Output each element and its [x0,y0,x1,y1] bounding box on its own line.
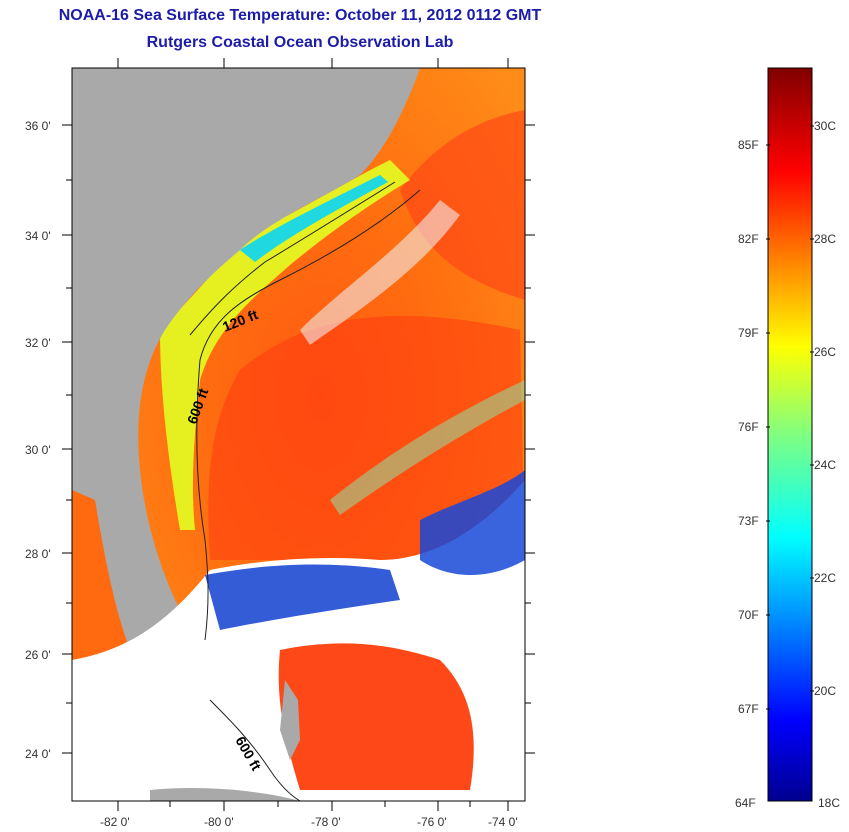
fahrenheit-label: 76F [738,420,759,434]
sst-map: 120 ft 600 ft 600 ft 36 0' 34 0' 32 0' 3… [25,58,535,829]
fahrenheit-label: 73F [738,514,759,528]
temperature-colorbar: 85F 82F 79F 76F 73F 70F 67F 64F 30C 28C … [735,67,840,810]
lon-tick-label: -80 0' [204,815,234,829]
fahrenheit-labels: 85F 82F 79F 76F 73F 70F 67F 64F [735,138,759,810]
colorbar-gradient [767,67,813,802]
cloud-streak [300,200,460,345]
cuba-land [150,788,300,801]
fahrenheit-label: 82F [738,232,759,246]
contour-120ft [189,181,396,336]
lat-tick-label: 28 0' [25,547,51,561]
fahrenheit-label: 70F [738,608,759,622]
fahrenheit-label: 67F [738,702,759,716]
fahrenheit-label: 64F [735,796,756,810]
bahamas-warm-water [278,643,474,790]
celsius-label: 28C [814,232,836,246]
celsius-label: 26C [814,345,836,359]
lat-tick-label: 36 0' [25,119,51,133]
lat-tick-label: 26 0' [25,648,51,662]
celsius-label: 24C [814,458,836,472]
latitude-axis: 36 0' 34 0' 32 0' 30 0' 28 0' 26 0' 24 0… [25,119,51,761]
gulf-water [72,490,130,660]
lat-tick-label: 30 0' [25,443,51,457]
fahrenheit-label: 85F [738,138,759,152]
coastal-shelf-cyan [240,175,388,262]
fahrenheit-label: 79F [738,326,759,340]
gulf-stream-core [208,315,525,560]
celsius-label: 30C [814,119,836,133]
lat-tick-label: 32 0' [25,336,51,350]
cold-water-patch [420,470,525,575]
lat-tick-label: 34 0' [25,229,51,243]
longitude-axis: -82 0' -80 0' -78 0' -76 0' -74 0' [100,815,518,829]
land-mass [72,68,420,692]
celsius-label: 18C [818,796,840,810]
bahamas-land [280,680,300,760]
contour-600ft [196,189,421,641]
lon-tick-label: -76 0' [417,815,447,829]
celsius-label: 22C [814,571,836,585]
northern-warm-band [400,110,525,300]
map-border [71,67,526,802]
lon-tick-label: -78 0' [311,815,341,829]
celsius-label: 20C [814,684,836,698]
cold-water-patch [205,564,400,630]
lat-tick-label: 24 0' [25,747,51,761]
lon-tick-label: -74 0' [488,815,518,829]
map-subtitle: Rutgers Coastal Ocean Observation Lab [146,34,454,51]
celsius-labels: 30C 28C 26C 24C 22C 20C 18C [814,119,840,810]
lon-tick-label: -82 0' [100,815,130,829]
cloud-streak [330,380,525,515]
contour-600ft-south [209,699,301,801]
map-title: NOAA-16 Sea Surface Temperature: October… [58,7,542,24]
